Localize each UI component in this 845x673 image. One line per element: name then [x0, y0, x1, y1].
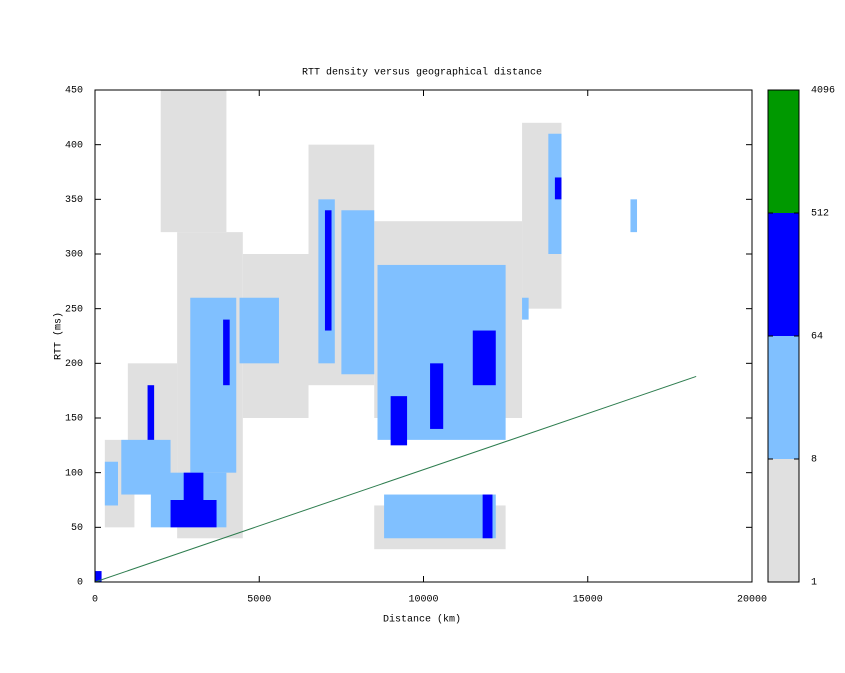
colorbar-tick-label: 64 [811, 332, 823, 343]
density-cell [95, 571, 102, 582]
y-tick-label: 300 [65, 250, 83, 261]
chart-title: RTT density versus geographical distance [302, 67, 542, 79]
x-tick-label: 15000 [573, 595, 603, 606]
y-axis-label: RTT (ms) [53, 312, 65, 360]
density-cell [324, 210, 332, 331]
y-tick-label: 100 [65, 468, 83, 479]
colorbar-tick-label: 8 [811, 455, 817, 466]
density-cell [482, 494, 493, 539]
colorbar-segment [768, 459, 799, 582]
density-cell [630, 199, 638, 233]
density-cell [472, 330, 496, 386]
colorbar-tick-label: 1 [811, 578, 817, 589]
density-cell [104, 461, 118, 506]
x-tick-label: 0 [92, 595, 98, 606]
colorbar-tick-label: 512 [811, 209, 829, 220]
density-cell [522, 297, 529, 320]
colorbar-segment [768, 213, 799, 336]
density-cell [239, 297, 279, 364]
x-tick-label: 5000 [247, 595, 271, 606]
y-tick-label: 0 [77, 578, 83, 589]
density-cell [183, 472, 204, 500]
density-cell [390, 396, 408, 446]
density-cell [384, 494, 496, 539]
y-tick-label: 450 [65, 86, 83, 97]
reference-line [94, 375, 697, 583]
density-cell [160, 90, 227, 233]
y-tick-label: 50 [71, 523, 83, 534]
x-axis-label: Distance (km) [383, 614, 461, 626]
colorbar-segment [768, 336, 799, 459]
x-tick-label: 10000 [408, 595, 438, 606]
y-tick-label: 150 [65, 414, 83, 425]
y-tick-label: 400 [65, 140, 83, 151]
y-tick-label: 350 [65, 195, 83, 206]
density-cell [223, 319, 230, 386]
density-cell [147, 385, 155, 440]
y-tick-label: 200 [65, 359, 83, 370]
colorbar-tick-label: 4096 [811, 86, 835, 97]
density-cell [170, 500, 217, 528]
x-tick-label: 20000 [737, 595, 767, 606]
density-cell [554, 177, 562, 200]
y-tick-label: 250 [65, 304, 83, 315]
density-cell [430, 363, 444, 429]
colorbar-segment [768, 90, 799, 213]
density-cell [341, 210, 375, 375]
